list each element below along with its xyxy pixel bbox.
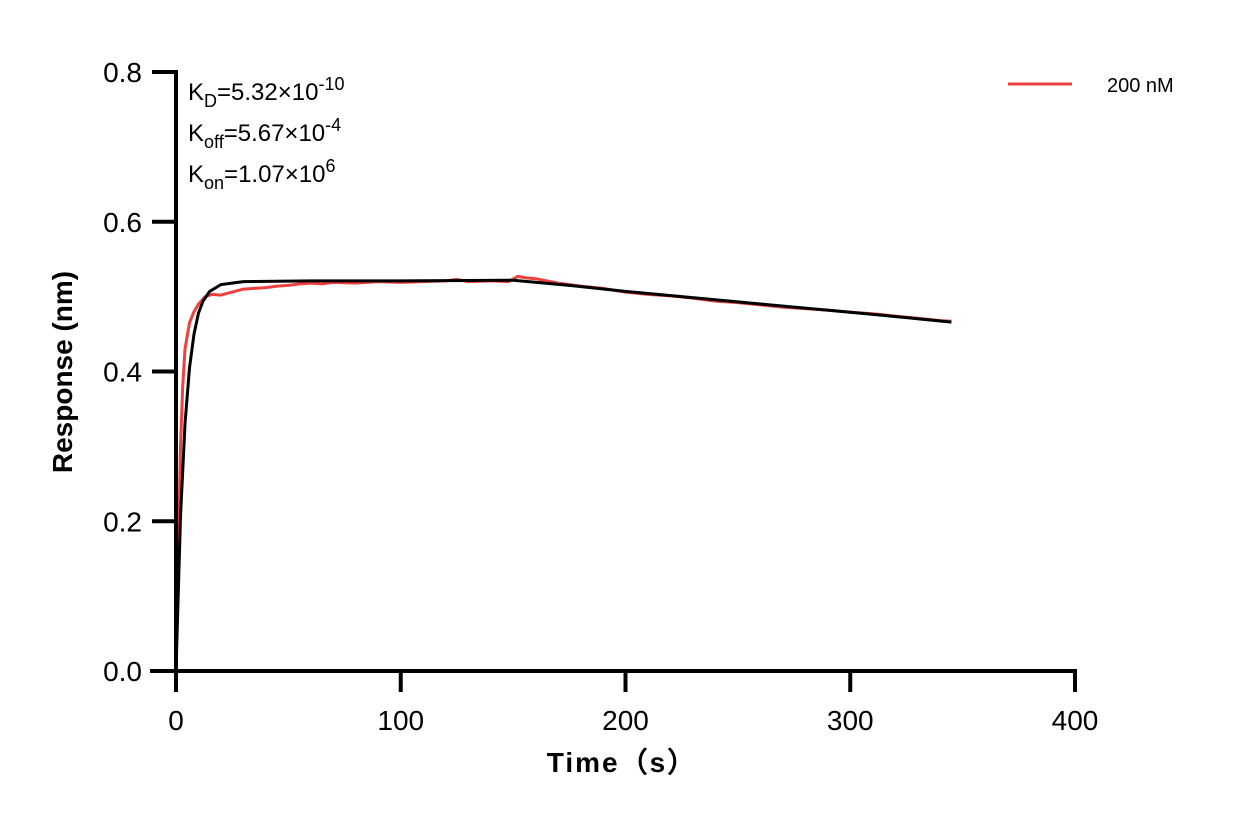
kinetic-constant-on: Kon=1.07×106	[188, 156, 336, 193]
y-tick-label: 0.4	[103, 357, 142, 388]
legend: 200 nM	[1008, 75, 1174, 97]
y-tick-label: 0.0	[103, 656, 142, 687]
x-tick-label: 200	[602, 705, 649, 736]
series-line-200-nm	[174, 274, 952, 672]
y-tick-label: 0.2	[103, 506, 142, 537]
x-tick-label: 400	[1052, 705, 1099, 736]
x-tick-label: 0	[168, 705, 184, 736]
kinetics-annotations: KD=5.32×10-10 Koff=5.67×10-4 Kon=1.07×106	[188, 74, 344, 193]
kinetic-constant-D: KD=5.32×10-10	[188, 74, 344, 111]
y-tick-label: 0.8	[103, 57, 142, 88]
legend-label-200nm: 200 nM	[1107, 75, 1174, 97]
fit-curve-line	[174, 278, 952, 672]
kinetic-constant-off: Koff=5.67×10-4	[188, 115, 341, 152]
y-axis-label: Response (nm)	[47, 271, 78, 473]
series-layer	[174, 274, 952, 672]
x-tick-label: 100	[377, 705, 424, 736]
ticks: 0 100 200 300 400 0.0 0.2 0.4 0.6 0.8	[103, 57, 1098, 736]
x-axis-label: Time（s）	[547, 746, 697, 778]
x-tick-label: 300	[827, 705, 874, 736]
y-tick-label: 0.6	[103, 207, 142, 238]
